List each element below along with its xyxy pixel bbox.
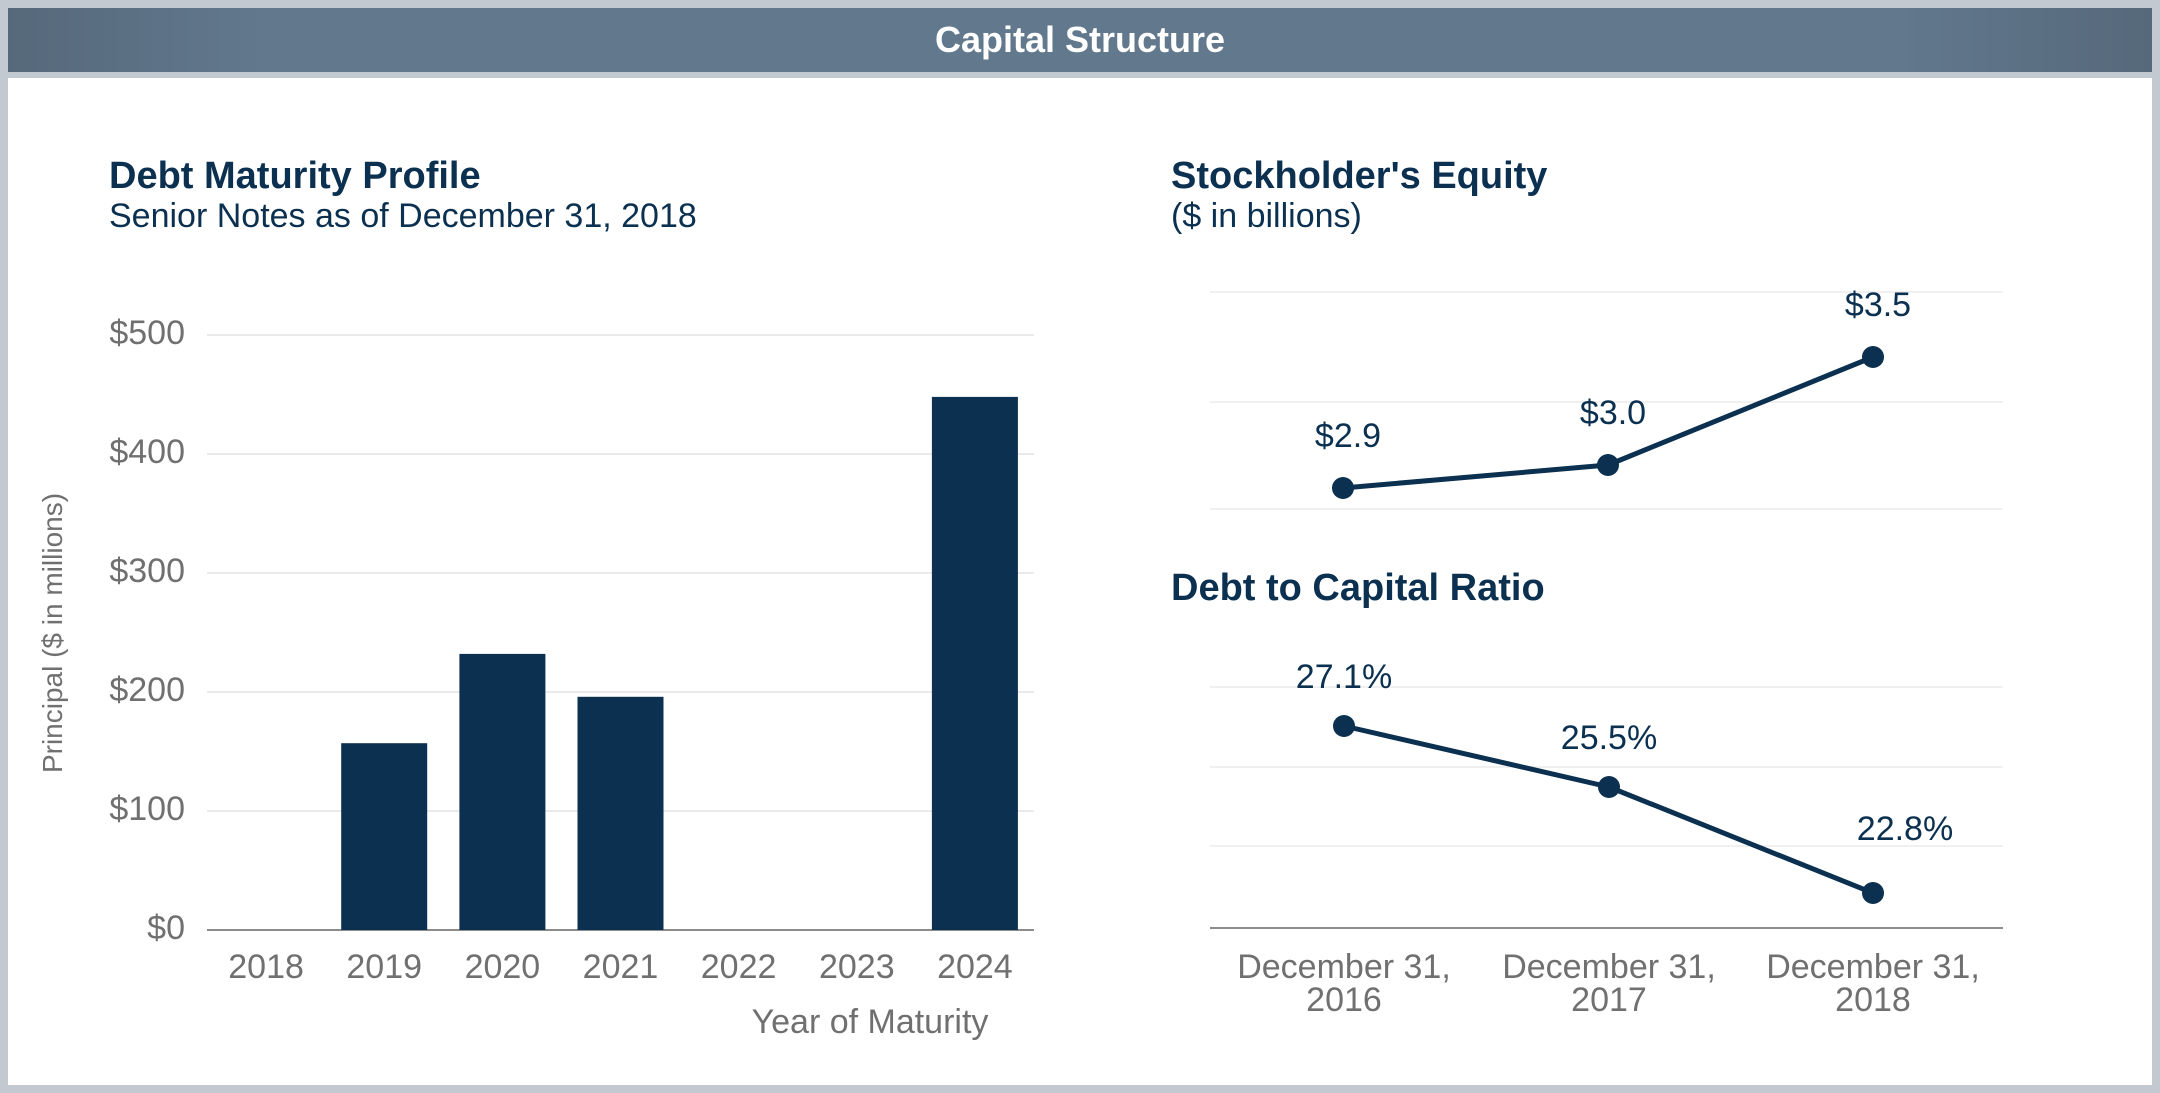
svg-text:2018: 2018 [1835,981,1911,1019]
svg-text:2017: 2017 [1571,981,1647,1019]
svg-text:25.5%: 25.5% [1561,719,1657,757]
svg-text:2016: 2016 [1306,981,1382,1019]
svg-text:22.8%: 22.8% [1857,810,1953,848]
svg-text:27.1%: 27.1% [1296,658,1392,696]
